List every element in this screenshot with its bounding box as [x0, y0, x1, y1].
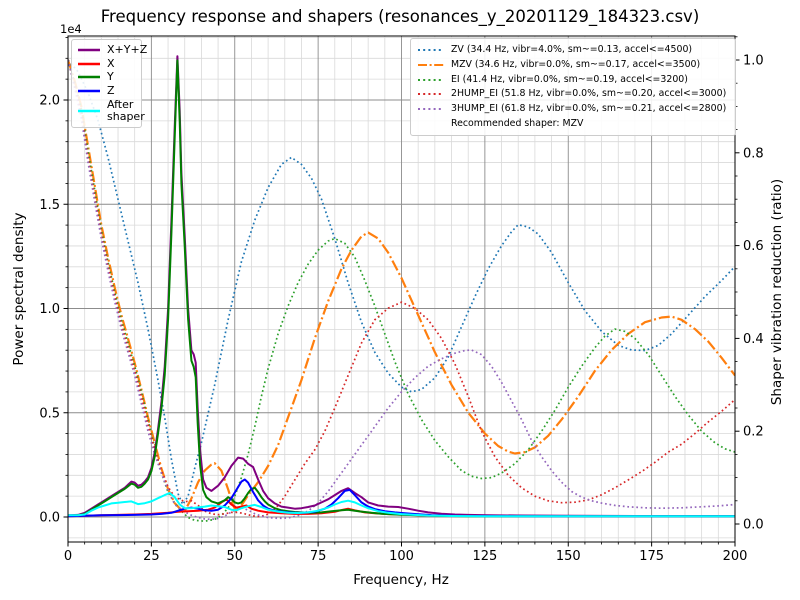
legend-item-footer: Recommended shaper: MZV — [417, 118, 729, 130]
legend-line-swatch — [78, 90, 100, 93]
x-tick-label: 50 — [226, 549, 243, 564]
y-axis-offset-text: 1e4 — [60, 22, 82, 36]
series-after-shaper — [68, 492, 735, 518]
ticks: 0 25 50 75 100 125 150 175 200 0.0 0.5 1.0 1.5 2.0 0.0… — [39, 36, 764, 564]
legend-line-swatch — [78, 62, 100, 65]
legend-item-label: X — [107, 56, 115, 70]
legend-line-swatch — [78, 109, 100, 113]
legend-item-after-shaper: After shaper — [77, 99, 145, 123]
legend-line-swatch — [78, 76, 100, 79]
y-axis-left-label: Power spectral density — [11, 212, 27, 366]
y-right-tick-label: 0.2 — [743, 425, 764, 440]
legend-item-label: MZV (34.6 Hz, vibr=0.0%, sm~=0.17, accel… — [451, 58, 701, 70]
x-axis-label: Frequency, Hz — [353, 572, 449, 588]
legend-item-label: EI (41.4 Hz, vibr=0.0%, sm~=0.19, accel<… — [451, 73, 688, 85]
y-left-tick-label: 2.0 — [39, 94, 60, 109]
legend-item-z: Z — [77, 85, 136, 97]
x-tick-label: 75 — [310, 549, 327, 564]
legend-item-2hump-ei: 2HUMP_EI (51.8 Hz, vibr=0.0%, sm~=0.20, … — [417, 88, 729, 100]
legend-shapers: ZV (34.4 Hz, vibr=4.0%, sm~=0.13, accel<… — [410, 38, 736, 136]
legend-item-label: Y — [107, 70, 114, 84]
x-tick-label: 125 — [472, 549, 497, 564]
legend-item-y: Y — [77, 71, 136, 83]
y-right-tick-label: 0.6 — [743, 239, 764, 254]
y-left-tick-label: 1.0 — [39, 302, 60, 317]
legend-line-swatch — [418, 93, 444, 96]
legend-item-3hump-ei: 3HUMP_EI (61.8 Hz, vibr=0.0%, sm~=0.21, … — [417, 103, 729, 115]
series-2hump-ei — [68, 59, 735, 518]
series-3hump-ei — [68, 59, 735, 521]
legend-item-label: After shaper — [107, 98, 145, 124]
x-tick-label: 200 — [723, 549, 748, 564]
y-right-tick-label: 0.0 — [743, 518, 764, 533]
y-right-tick-label: 0.4 — [743, 332, 764, 347]
legend-item-label: 2HUMP_EI (51.8 Hz, vibr=0.0%, sm~=0.20, … — [451, 88, 727, 100]
x-tick-label: 100 — [389, 549, 414, 564]
legend-item-label: Recommended shaper: MZV — [451, 118, 584, 130]
series-zv — [68, 59, 735, 506]
series-x-y-z — [68, 55, 735, 517]
legend-item-ei: EI (41.4 Hz, vibr=0.0%, sm~=0.19, accel<… — [417, 74, 729, 86]
series-ei — [68, 59, 735, 523]
chart-title: Frequency response and shapers (resonanc… — [100, 7, 700, 26]
legend-line-swatch — [418, 108, 444, 111]
x-tick-label: 25 — [143, 549, 160, 564]
legend-line-swatch — [418, 78, 444, 81]
legend-line-swatch — [418, 63, 444, 66]
legend-line-swatch — [78, 48, 100, 52]
legend-item-zv: ZV (34.4 Hz, vibr=4.0%, sm~=0.13, accel<… — [417, 44, 729, 56]
x-tick-label: 175 — [639, 549, 664, 564]
y-right-tick-label: 0.8 — [743, 146, 764, 161]
legend-psd: X+Y+Z X Y Z After shaper — [71, 39, 147, 128]
y-axis-right-label: Shaper vibration reduction (ratio) — [769, 178, 785, 406]
y-left-tick-label: 1.5 — [39, 198, 60, 213]
legend-item-label: X+Y+Z — [107, 42, 148, 56]
legend-item-xyz: X+Y+Z — [77, 43, 147, 56]
y-left-tick-label: 0.5 — [39, 406, 60, 421]
legend-item-label: Z — [107, 84, 115, 98]
x-tick-label: 150 — [556, 549, 581, 564]
y-right-tick-label: 1.0 — [743, 54, 764, 69]
legend-item-label: ZV (34.4 Hz, vibr=4.0%, sm~=0.13, accel<… — [451, 43, 693, 55]
x-tick-label: 0 — [64, 549, 72, 564]
legend-item-x: X — [77, 56, 136, 70]
legend-item-label: 3HUMP_EI (61.8 Hz, vibr=0.0%, sm~=0.21, … — [451, 103, 727, 115]
series-y — [68, 59, 735, 518]
y-left-tick-label: 0.0 — [39, 511, 60, 526]
legend-line-swatch — [418, 48, 444, 51]
legend-item-mzv: MZV (34.6 Hz, vibr=0.0%, sm~=0.17, accel… — [417, 59, 729, 71]
series-curves — [68, 55, 735, 523]
